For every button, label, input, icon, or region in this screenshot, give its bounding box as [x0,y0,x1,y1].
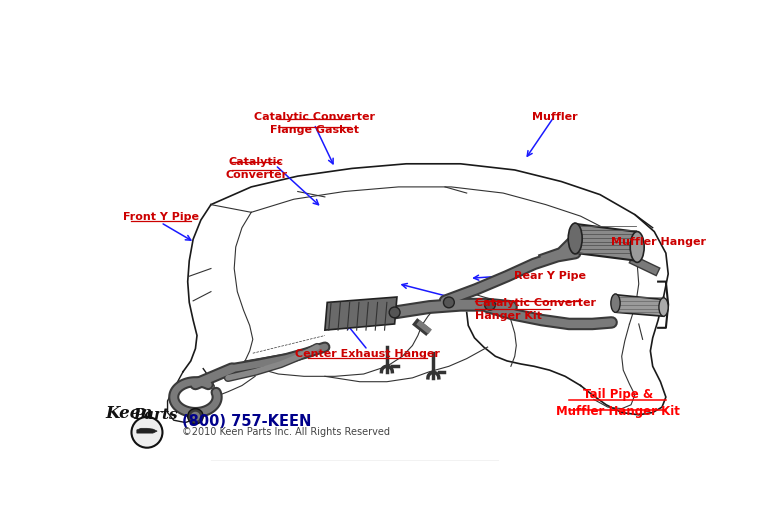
Text: ©2010 Keen Parts Inc. All Rights Reserved: ©2010 Keen Parts Inc. All Rights Reserve… [182,427,390,437]
Text: Parts: Parts [133,408,178,422]
Circle shape [132,417,162,448]
Text: Tail Pipe &
Muffler Hanger Kit: Tail Pipe & Muffler Hanger Kit [557,388,681,418]
Ellipse shape [630,232,644,262]
Text: Catalytic Converter
Hanger Kit: Catalytic Converter Hanger Kit [475,298,596,321]
Text: Keen: Keen [105,405,152,422]
Circle shape [484,299,495,310]
Text: Rear Y Pipe: Rear Y Pipe [514,270,586,281]
Text: Muffler: Muffler [532,112,578,122]
Text: Muffler Hanger: Muffler Hanger [611,237,705,248]
Circle shape [191,412,200,421]
Text: Center Exhaust Hanger: Center Exhaust Hanger [296,349,440,359]
Circle shape [389,307,400,318]
Text: Front Y Pipe: Front Y Pipe [122,212,199,222]
Text: (800) 757-KEEN: (800) 757-KEEN [182,414,311,428]
Polygon shape [575,224,638,261]
Text: Catalytic
Converter: Catalytic Converter [225,157,287,180]
Polygon shape [325,297,397,330]
Ellipse shape [611,294,620,312]
Circle shape [444,297,454,308]
Ellipse shape [568,223,582,254]
Polygon shape [615,295,664,316]
Text: Catalytic Converter
Flange Gasket: Catalytic Converter Flange Gasket [253,112,374,135]
Circle shape [188,409,203,424]
Polygon shape [137,428,157,433]
Ellipse shape [659,298,668,316]
